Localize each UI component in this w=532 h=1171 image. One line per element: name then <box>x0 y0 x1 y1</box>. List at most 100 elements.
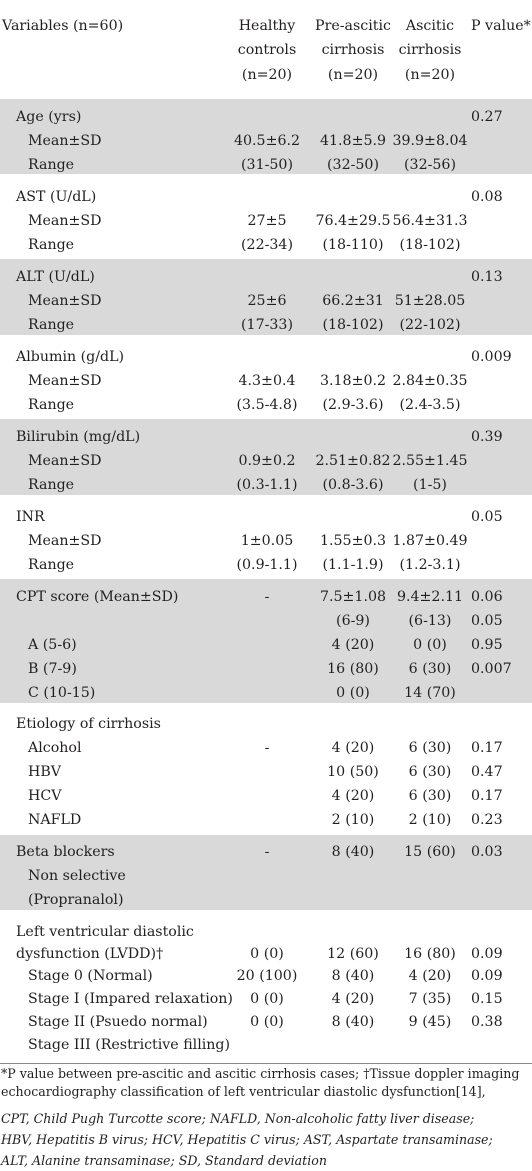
p-value-cell: 0.27 <box>471 109 503 125</box>
table-cell: 2.55±1.45 <box>392 453 468 469</box>
row-label: B (7-9) <box>28 661 77 677</box>
table-cell: (1-5) <box>413 477 447 493</box>
table-cell: 1.87±0.49 <box>392 533 468 549</box>
header-pvalue: P value* <box>471 18 531 34</box>
table-cell: 10 (50) <box>327 764 379 780</box>
footnote-line-1: *P value between pre-ascitic and ascitic… <box>1 1066 520 1081</box>
row-label: Left ventricular diastolic <box>16 924 194 940</box>
table-cell: 6 (30) <box>408 661 452 677</box>
table-cell: (2.4-3.5) <box>399 397 461 413</box>
p-value-cell: 0.08 <box>471 189 503 205</box>
table-cell: 4 (20) <box>331 637 375 653</box>
table-header: Variables (n=60) Healthy controls (n=20)… <box>0 0 532 97</box>
table-cell: 8 (40) <box>331 1014 375 1030</box>
row-label: Age (yrs) <box>16 109 82 125</box>
p-value-cell: 0.47 <box>471 764 503 780</box>
table-cell: 1±0.05 <box>240 533 294 549</box>
header-preascitic-line3: (n=20) <box>327 67 379 83</box>
table-cell: (2.9-3.6) <box>322 397 384 413</box>
table-cell: 7 (35) <box>408 991 452 1007</box>
table-cell: 9.4±2.11 <box>396 589 464 605</box>
table-cell: 2.51±0.82 <box>315 453 391 469</box>
table-cell: 20 (100) <box>236 968 298 984</box>
row-label: Range <box>28 317 75 333</box>
row-label: Stage I (Impared relaxation) <box>28 991 233 1007</box>
table-cell: 40.5±6.2 <box>233 133 301 149</box>
table-cell: 0 (0) <box>250 991 284 1007</box>
row-label: NAFLD <box>28 812 82 828</box>
p-value-cell: 0.38 <box>471 1014 503 1030</box>
header-ascitic-line1: Ascitic <box>405 18 455 34</box>
abbreviation-line-2: HBV, Hepatitis B virus; HCV, Hepatitis C… <box>1 1132 493 1147</box>
row-label: (Propranalol) <box>28 892 124 908</box>
p-value-cell: 0.09 <box>471 968 503 984</box>
row-label: C (10-15) <box>28 685 96 701</box>
row-label: CPT score (Mean±SD) <box>16 589 179 605</box>
row-label: AST (U/dL) <box>16 189 97 205</box>
p-value-cell: 0.06 <box>471 589 503 605</box>
table-cell: 12 (60) <box>327 946 379 962</box>
p-value-cell: 0.17 <box>471 788 503 804</box>
p-value-cell: 0.007 <box>471 661 512 677</box>
table-cell: 9 (45) <box>408 1014 452 1030</box>
table-cell: 76.4±29.5 <box>315 213 391 229</box>
table-cell: (18-110) <box>322 237 384 253</box>
section-band <box>0 179 532 255</box>
p-value-cell: 0.05 <box>471 509 503 525</box>
table-cell: 39.9±8.04 <box>392 133 468 149</box>
header-healthy-line3: (n=20) <box>241 67 293 83</box>
table-cell: 4 (20) <box>331 991 375 1007</box>
row-label: Range <box>28 157 75 173</box>
row-label: Mean±SD <box>28 213 102 229</box>
p-value-cell: 0.39 <box>471 429 503 445</box>
table-cell: (18-102) <box>399 237 461 253</box>
row-label: INR <box>16 509 45 525</box>
table-cell: 0 (0) <box>250 1014 284 1030</box>
table-cell: (31-50) <box>241 157 293 173</box>
table-cell: 2 (10) <box>331 812 375 828</box>
table-cell: 51±28.05 <box>394 293 466 309</box>
table-cell: (0.9-1.1) <box>236 557 298 573</box>
table-cell: (22-34) <box>241 237 293 253</box>
table-cell: (1.1-1.9) <box>322 557 384 573</box>
section-band <box>0 259 532 335</box>
table-cell: 0 (0) <box>413 637 447 653</box>
row-label: Range <box>28 397 75 413</box>
row-divider <box>0 911 532 912</box>
table-cell: (0.8-3.6) <box>322 477 384 493</box>
table-cell: 4.3±0.4 <box>238 373 296 389</box>
table-cell: 7.5±1.08 <box>319 589 387 605</box>
table-cell: (17-33) <box>241 317 293 333</box>
table-cell: 3.18±0.2 <box>319 373 387 389</box>
table-cell: (22-102) <box>399 317 461 333</box>
row-label: Alcohol <box>28 740 82 756</box>
section-band <box>0 835 532 910</box>
table-cell: - <box>264 589 270 605</box>
row-label: Stage III (Restrictive filling) <box>28 1037 231 1053</box>
table-cell: - <box>264 740 270 756</box>
abbreviation-line-1: CPT, Child Pugh Turcotte score; NAFLD, N… <box>1 1111 475 1126</box>
row-label: Etiology of cirrhosis <box>16 716 161 732</box>
section-band <box>0 915 532 1060</box>
row-divider <box>0 97 532 98</box>
table-cell: 8 (40) <box>331 968 375 984</box>
header-ascitic-line3: (n=20) <box>404 67 456 83</box>
table-cell: (3.5-4.8) <box>236 397 298 413</box>
table-cell: (18-102) <box>322 317 384 333</box>
p-value-cell: 0.03 <box>471 844 503 860</box>
row-divider <box>0 336 532 337</box>
table-cell: - <box>264 844 270 860</box>
section-band <box>0 99 532 174</box>
footnote-line-2: echocardiography classification of left … <box>1 1084 486 1099</box>
section-band <box>0 579 532 703</box>
row-label: Mean±SD <box>28 373 102 389</box>
p-value-cell: 0.13 <box>471 269 503 285</box>
table-cell: 25±6 <box>247 293 287 309</box>
row-label: ALT (U/dL) <box>16 269 95 285</box>
p-value-cell: 0.05 <box>471 613 503 629</box>
row-divider <box>0 256 532 257</box>
table-cell: 14 (70) <box>404 685 456 701</box>
p-value-cell: 0.09 <box>471 946 503 962</box>
row-label: Bilirubin (mg/dL) <box>16 429 141 445</box>
p-value-cell: 0.17 <box>471 740 503 756</box>
